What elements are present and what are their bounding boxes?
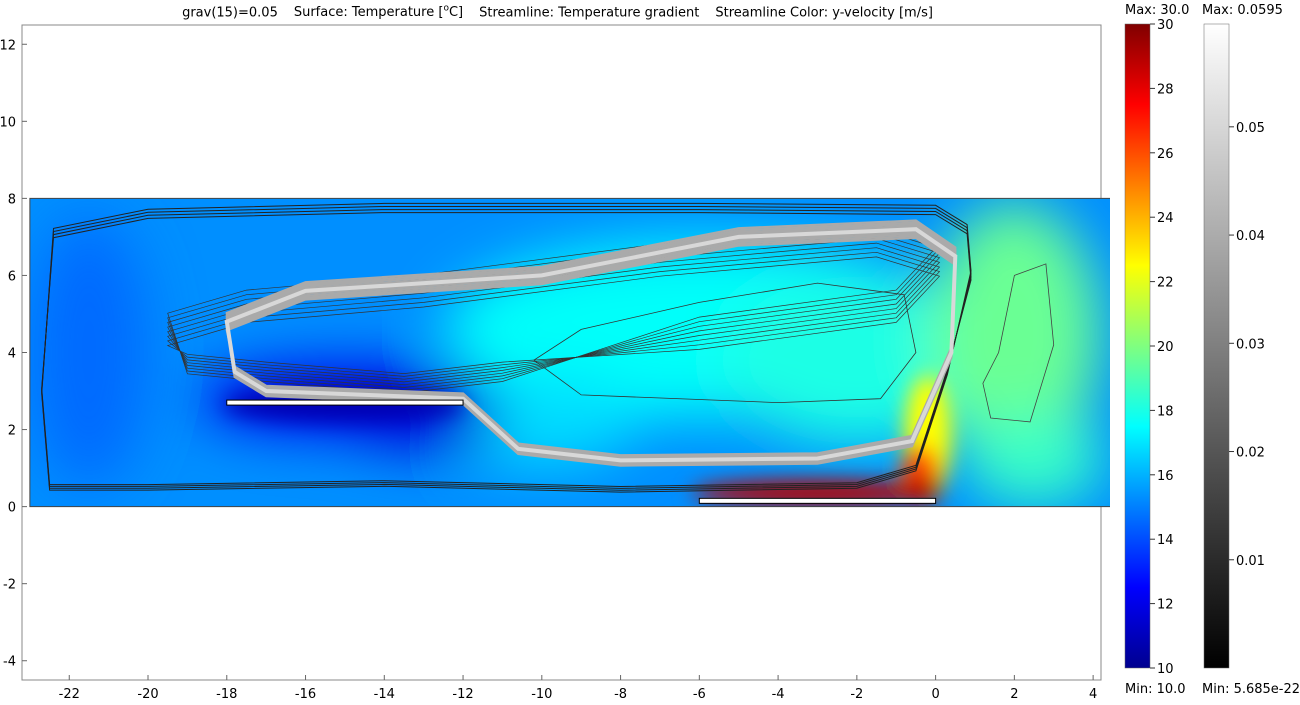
temperature-max-label: Max: 30.0: [1125, 3, 1189, 18]
temperature-tick-label: 22: [1157, 276, 1174, 291]
x-tick-label: -18: [216, 687, 237, 702]
x-tick-label: -22: [59, 687, 80, 702]
cold-plate: [226, 399, 464, 406]
domain-border: [29, 197, 1110, 508]
streamlines: [41, 202, 1055, 493]
temperature-tick-label: 12: [1157, 598, 1174, 613]
velocity-tick-label: 0.01: [1236, 554, 1265, 569]
x-tick-label: -8: [614, 687, 627, 702]
temperature-tick-label: 26: [1157, 147, 1174, 162]
streamline: [41, 202, 972, 493]
velocity-tick-label: 0.05: [1236, 121, 1265, 136]
y-tick-label: 2: [8, 424, 16, 439]
velocity-min-label: Min: 5.685e-22: [1202, 682, 1300, 697]
x-tick-label: -20: [137, 687, 158, 702]
title-surface: Surface: Temperature [oC]: [293, 4, 464, 21]
x-tick-label: -10: [531, 687, 552, 702]
title-streamline-color: Streamline Color: y-velocity [m/s]: [715, 5, 933, 21]
y-tick-label: 10: [0, 115, 16, 130]
x-tick-label: -6: [693, 687, 706, 702]
x-tick-label: -4: [772, 687, 785, 702]
streamline-side-cell: [982, 263, 1055, 423]
x-tick-label: -2: [850, 687, 863, 702]
streamline-core: [224, 227, 958, 463]
velocity-colorbar: Max: 0.0595 0.01 0.02 0.03 0.04 0.05 Min: 5.…: [1202, 3, 1300, 697]
y-tick-label: 0: [8, 501, 16, 516]
streamline: [166, 251, 941, 377]
temperature-tick-label: 20: [1157, 340, 1174, 355]
velocity-gradient-bar: [1203, 23, 1230, 669]
x-tick-label: -12: [452, 687, 473, 702]
temperature-gradient-bar: [1124, 23, 1151, 669]
y-tick-label: 8: [8, 192, 16, 207]
temperature-tick-label: 28: [1157, 82, 1174, 97]
streamline: [167, 247, 941, 380]
velocity-tick-label: 0.03: [1236, 337, 1265, 352]
y-tick-label: 12: [0, 38, 16, 53]
x-axis: -22 -20 -18 -16 -14 -12 -10 -8 -6 -4 -2 0 2 4: [59, 675, 1097, 702]
streamline: [167, 242, 941, 383]
x-tick-label: -16: [295, 687, 316, 702]
hot-plate: [698, 497, 937, 504]
y-tick-label: 4: [8, 347, 16, 362]
chart-title: grav(15)=0.05 Surface: Temperature [oC] St…: [0, 4, 1115, 20]
temperature-tick-label: 18: [1157, 404, 1174, 419]
title-grav: grav(15)=0.05: [182, 5, 278, 21]
temperature-tick-label: 24: [1157, 211, 1174, 226]
temperature-min-label: Min: 10.0: [1125, 682, 1186, 697]
temperature-tick-label: 10: [1157, 662, 1174, 677]
streamline: [166, 256, 941, 374]
velocity-max-label: Max: 0.0595: [1202, 3, 1283, 18]
temperature-tick-label: 30: [1157, 18, 1174, 33]
title-streamline: Streamline: Temperature gradient: [479, 5, 700, 21]
x-tick-label: 2: [1010, 687, 1018, 702]
plot-area: -22 -20 -18 -16 -14 -12 -10 -8 -6 -4 -2 0 2 4 -4-2024…: [0, 24, 1110, 702]
temperature-tick-label: 14: [1157, 533, 1174, 548]
y-tick-label: -4: [3, 655, 16, 670]
x-tick-label: 4: [1089, 687, 1097, 702]
temperature-colorbar: Max: 30.0 10 12 14 16 18 20 22 24 26 28 30 Min: 10…: [1124, 3, 1189, 697]
streamline-cell: [533, 282, 917, 404]
y-axis: -4 -2 0 2 4 6 8 10 12: [0, 38, 27, 670]
temperature-tick-label: 16: [1157, 469, 1174, 484]
velocity-tick-label: 0.02: [1236, 446, 1265, 461]
velocity-tick-label: 0.04: [1236, 229, 1265, 244]
x-tick-label: -14: [374, 687, 395, 702]
y-tick-label: 6: [8, 269, 16, 284]
x-tick-label: 0: [931, 687, 939, 702]
y-tick-label: -2: [3, 578, 16, 593]
